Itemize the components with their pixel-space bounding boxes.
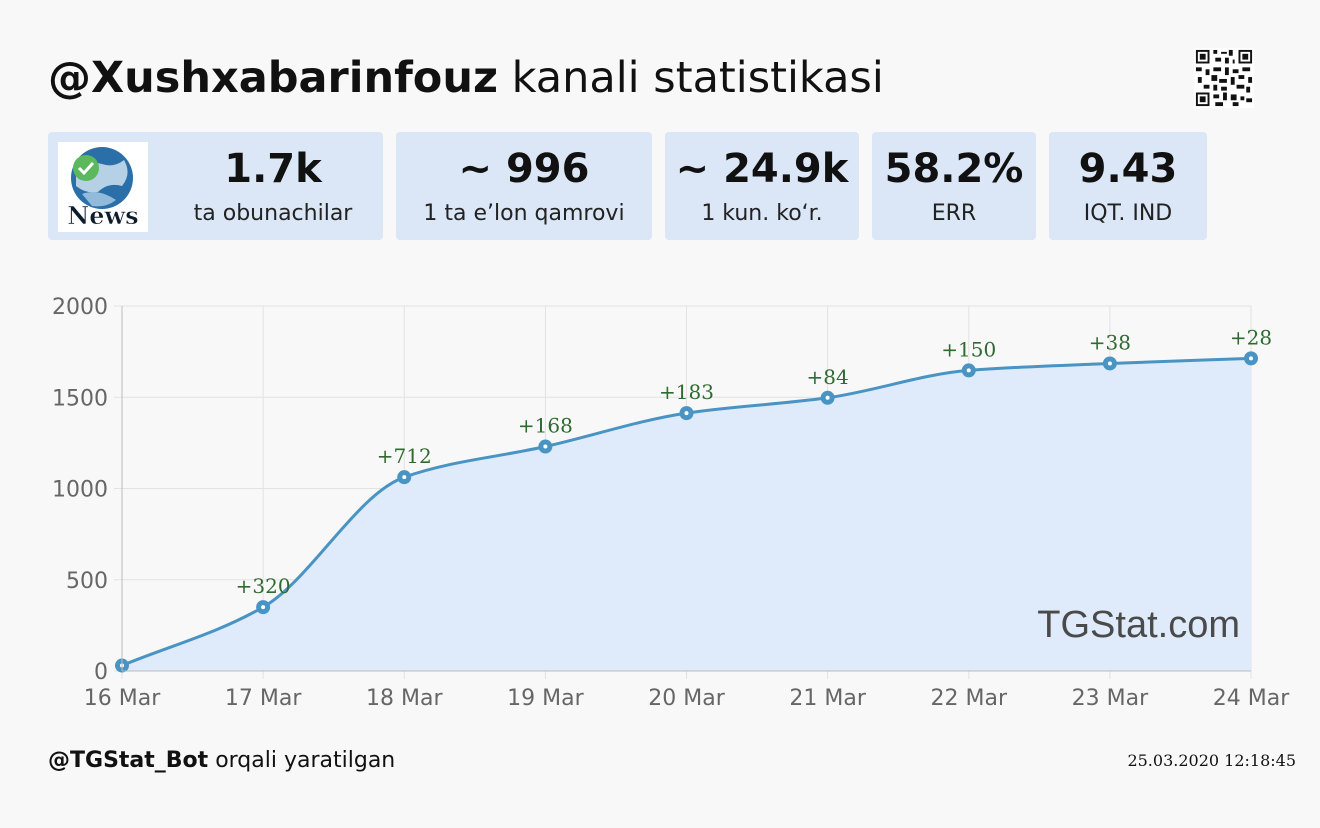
bot-credit-text: orqali yaratilgan [215,748,396,773]
footer-credit: @TGStat_Bot orqali yaratilgan [48,746,395,776]
data-label: +150 [941,337,996,361]
data-label: +84 [807,365,849,389]
citation-index-label: IQT. IND [1083,201,1173,226]
x-tick-label: 21 Mar [789,686,866,711]
data-point-center [402,475,407,480]
qr-code-icon [1194,48,1254,108]
x-tick-label: 20 Mar [648,686,725,711]
title-suffix: kanali statistikasi [511,53,884,103]
y-tick-label: 1000 [52,478,108,503]
daily-views-label: 1 kun. ko‘r. [701,201,823,226]
data-point-center [1107,361,1112,366]
stat-card-daily-views: ~ 24.9k 1 kun. ko‘r. [665,132,859,240]
reach-label: 1 ta e’lon qamrovi [423,201,625,226]
series-line [121,356,1252,667]
subscribers-value: 1.7k [224,146,322,192]
tgstat-watermark: TGStat.com [1037,604,1240,646]
stat-card-subscribers: News 1.7k ta obunachilar [48,132,383,240]
data-point-center [261,605,266,610]
err-label: ERR [931,201,977,226]
x-tick-label: 19 Mar [507,686,584,711]
avatar-news-text: News [67,201,138,230]
subscribers-label: ta obunachilar [193,201,353,226]
daily-views-value: ~ 24.9k [675,146,849,192]
x-tick-label: 18 Mar [366,686,443,711]
reach-value: ~ 996 [458,146,590,192]
data-label: +712 [377,444,432,468]
x-tick-label: 16 Mar [84,686,161,711]
chart-axes: 0 500 1000 1500 2000 16 Mar 17 Mar 18 Mar 19 Mar… [52,295,1290,711]
channel-name: @Xushxabarinfouz [48,53,498,103]
data-labels: +320 +712 +168 +183 +84 +150 +38 +28 [236,325,1272,598]
x-tick-label: 17 Mar [225,686,302,711]
data-label: +38 [1089,330,1131,354]
y-tick-label: 2000 [52,295,108,320]
channel-avatar: News [58,142,148,232]
stat-card-reach: ~ 996 1 ta e’lon qamrovi [396,132,652,240]
data-point-center [543,444,548,449]
y-tick-label: 0 [94,660,108,685]
area-fill [122,358,1251,671]
stat-card-citation-index: 9.43 IQT. IND [1049,132,1207,240]
y-tick-label: 500 [66,569,108,594]
stat-card-err: 58.2% ERR [872,132,1036,240]
err-value: 58.2% [884,146,1024,192]
data-point-center [1249,356,1253,361]
data-label: +168 [518,414,573,438]
citation-index-value: 9.43 [1078,146,1178,192]
x-tick-label: 24 Mar [1213,686,1290,711]
data-point-center [825,395,830,400]
x-tick-label: 22 Mar [931,686,1008,711]
bot-handle[interactable]: @TGStat_Bot [48,748,209,773]
data-point-center [684,411,689,416]
x-tick-label: 23 Mar [1072,686,1149,711]
page-title: @Xushxabarinfouz kanali statistikasi [48,50,884,106]
data-points [115,351,1258,673]
data-label: +320 [236,574,291,598]
y-tick-label: 1500 [52,386,108,411]
data-label: +28 [1230,325,1272,349]
data-label: +183 [659,380,714,404]
data-point-center [966,368,971,373]
generated-timestamp: 25.03.2020 12:18:45 [1127,751,1296,770]
